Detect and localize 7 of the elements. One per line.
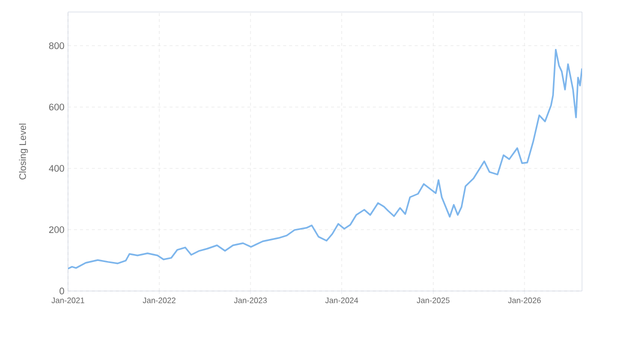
- y-tick-label: 0: [60, 288, 64, 294]
- y-tick-label: 400: [48, 165, 64, 172]
- y-tick-label: 800: [49, 42, 64, 50]
- y-tick-label: 200: [49, 226, 64, 234]
- y-tick-label: 600: [49, 104, 64, 110]
- y-axis-title: Closing Level: [19, 124, 28, 180]
- line-series: [68, 48, 582, 270]
